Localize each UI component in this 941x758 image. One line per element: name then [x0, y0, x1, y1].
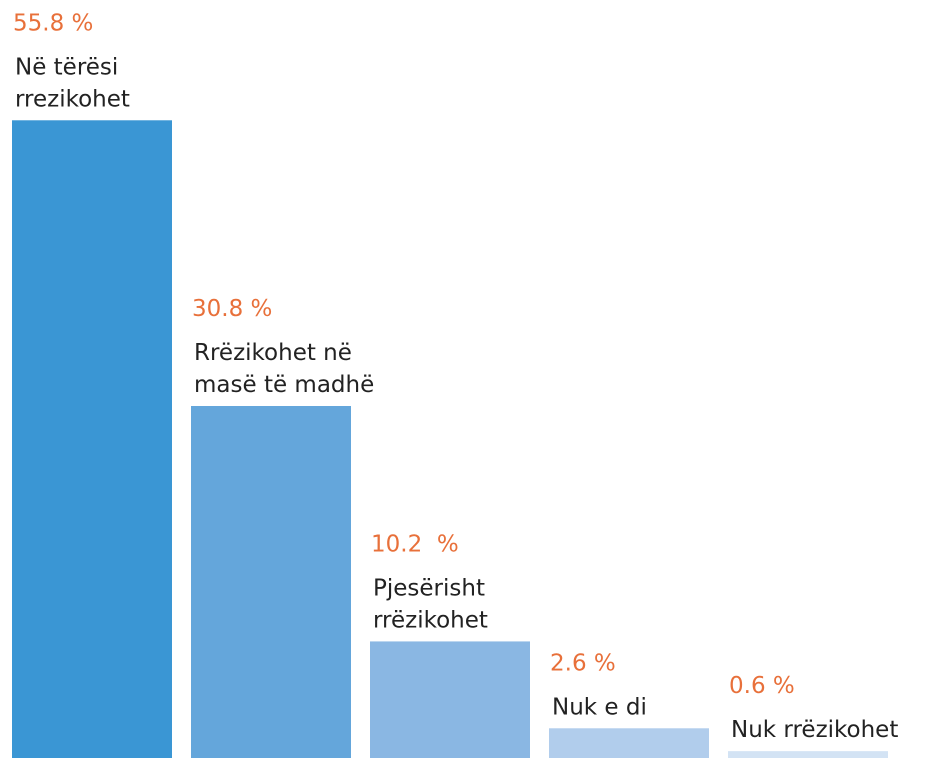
category-label: rrezikohet: [15, 86, 130, 112]
category-label: rrëzikohet: [373, 607, 488, 633]
bar: [370, 641, 530, 758]
bar: [191, 406, 351, 758]
value-label: 55.8 %: [13, 10, 93, 36]
value-label: 30.8 %: [192, 296, 272, 322]
bar: [728, 751, 888, 758]
category-label: Nuk rrëzikohet: [731, 717, 898, 743]
category-label: Nuk e di: [552, 694, 647, 720]
bar: [549, 728, 709, 758]
category-label: masë të madhë: [194, 372, 374, 398]
category-label: Pjesërisht: [373, 575, 485, 601]
value-label: 10.2 %: [371, 531, 459, 557]
category-label: Në tërësi: [15, 54, 118, 80]
bar: [12, 120, 172, 758]
value-label: 0.6 %: [729, 673, 795, 699]
value-label: 2.6 %: [550, 650, 616, 676]
category-label: Rrëzikohet në: [194, 340, 352, 366]
